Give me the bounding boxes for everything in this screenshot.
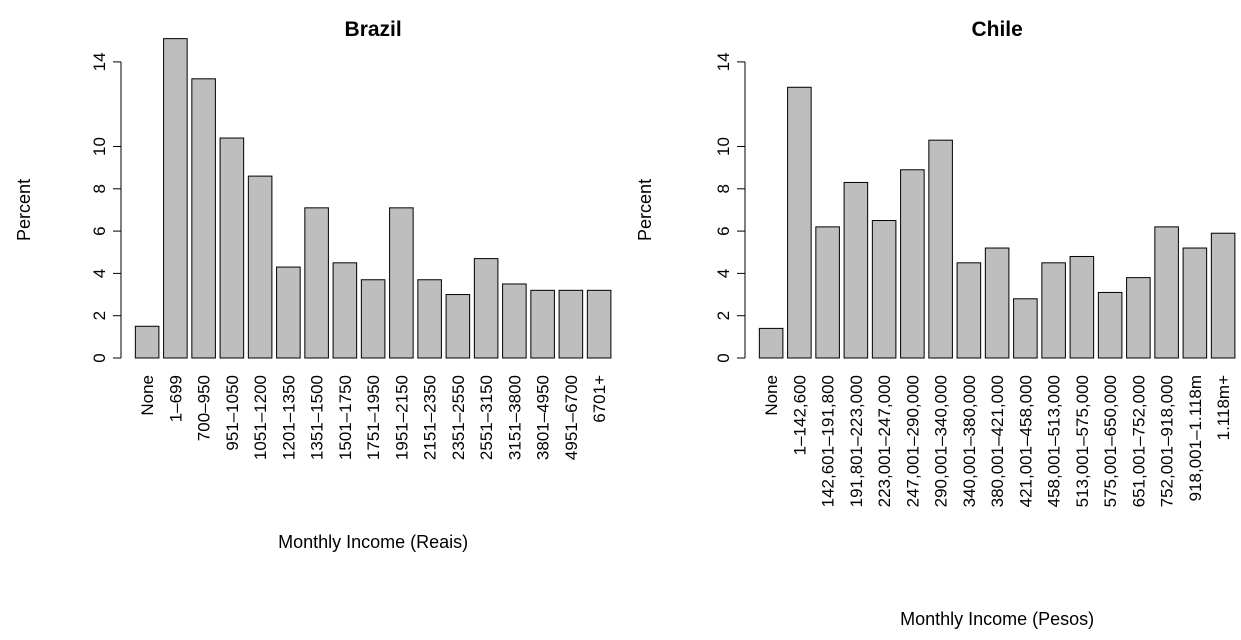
bar bbox=[247, 175, 273, 359]
category-label: 458,001–513,000 bbox=[1045, 375, 1064, 507]
category-label: 1.118m+ bbox=[1214, 375, 1233, 440]
chart-panel-chile: Chile 0 2 4 6 8 10 14 Percent None 1–142,600 142,60… bbox=[635, 18, 1236, 629]
y-tick-label: 4 bbox=[90, 269, 109, 278]
category-label: 6701+ bbox=[590, 375, 609, 423]
bar bbox=[900, 169, 925, 359]
x-axis-label: Monthly Income (Pesos) bbox=[900, 609, 1094, 629]
bar bbox=[191, 78, 216, 359]
y-tick-label: 14 bbox=[714, 52, 733, 71]
bar bbox=[1069, 255, 1095, 359]
category-label: 2551–3150 bbox=[477, 375, 496, 460]
bar bbox=[871, 220, 897, 359]
category-label: 1501–1750 bbox=[336, 375, 355, 460]
y-tick-label: 8 bbox=[90, 184, 109, 193]
category-label: 142,601–191,800 bbox=[819, 375, 838, 507]
bar bbox=[163, 38, 188, 359]
bar bbox=[1126, 277, 1151, 359]
chart-title: Brazil bbox=[345, 18, 402, 41]
category-label: 700–950 bbox=[195, 375, 214, 441]
x-axis-label: Monthly Income (Reais) bbox=[278, 532, 468, 552]
category-label: 1–699 bbox=[166, 375, 185, 422]
category-label: 918,001–1.118m bbox=[1186, 375, 1205, 501]
category-label: 575,001–650,000 bbox=[1101, 375, 1120, 507]
bar bbox=[360, 279, 386, 359]
bar bbox=[1097, 291, 1123, 359]
category-label: None bbox=[138, 375, 157, 416]
y-tick-label: 0 bbox=[714, 353, 733, 362]
y-tick-label: 2 bbox=[714, 311, 733, 320]
category-label: 3151–3800 bbox=[505, 375, 524, 460]
bar bbox=[815, 226, 840, 359]
y-tick-label: 6 bbox=[90, 226, 109, 235]
y-tick-label: 6 bbox=[714, 226, 733, 235]
bar bbox=[558, 289, 584, 359]
bar bbox=[219, 137, 245, 359]
y-tick-label: 0 bbox=[90, 353, 109, 362]
y-axis-label: Percent bbox=[635, 179, 655, 241]
bar bbox=[1182, 247, 1208, 359]
y-tick-label: 2 bbox=[90, 311, 109, 320]
bar bbox=[389, 207, 414, 359]
y-tick-label: 8 bbox=[714, 184, 733, 193]
bar bbox=[1041, 262, 1066, 359]
bar bbox=[530, 289, 555, 359]
bar bbox=[1210, 232, 1236, 359]
category-label: 3801–4950 bbox=[534, 375, 553, 460]
chart-panel-brazil: Brazil 0 2 4 6 8 10 14 Percent None 1–699 700–950 95… bbox=[14, 18, 612, 552]
y-tick-label: 4 bbox=[714, 269, 733, 278]
category-label: 2351–2550 bbox=[449, 375, 468, 460]
category-label: 4951–6700 bbox=[562, 375, 581, 460]
category-label: 1201–1350 bbox=[279, 375, 298, 460]
bar bbox=[276, 266, 301, 359]
bar bbox=[984, 247, 1010, 359]
category-label: 1–142,600 bbox=[790, 375, 809, 455]
bar bbox=[956, 262, 982, 359]
bar bbox=[473, 258, 499, 359]
category-label: None bbox=[762, 375, 781, 416]
bar bbox=[1013, 298, 1038, 359]
category-label: 421,001–458,000 bbox=[1016, 375, 1035, 507]
bar bbox=[304, 207, 329, 359]
category-label: 380,001–421,000 bbox=[988, 375, 1007, 507]
category-label: 191,801–223,000 bbox=[847, 375, 866, 507]
category-label: 247,001–290,000 bbox=[903, 375, 922, 507]
bar bbox=[134, 325, 160, 359]
category-label: 752,001–918,000 bbox=[1158, 375, 1177, 507]
bar bbox=[586, 289, 612, 359]
y-tick-label: 10 bbox=[90, 137, 109, 156]
bar bbox=[928, 139, 953, 359]
category-label: 2151–2350 bbox=[421, 375, 440, 460]
category-label: 1051–1200 bbox=[251, 375, 270, 460]
bar bbox=[445, 294, 471, 359]
bar bbox=[787, 86, 812, 359]
y-tick-label: 10 bbox=[714, 137, 733, 156]
bar bbox=[502, 283, 527, 359]
bar bbox=[758, 327, 784, 359]
bar bbox=[332, 262, 358, 359]
category-label: 290,001–340,000 bbox=[932, 375, 951, 507]
y-axis-label: Percent bbox=[14, 179, 34, 241]
category-label: 340,001–380,000 bbox=[960, 375, 979, 507]
bar bbox=[417, 279, 442, 359]
category-label: 223,001–247,000 bbox=[875, 375, 894, 507]
y-tick-label: 14 bbox=[90, 52, 109, 71]
category-label: 1751–1950 bbox=[364, 375, 383, 460]
chart-title: Chile bbox=[971, 18, 1022, 41]
bar bbox=[843, 181, 869, 359]
category-label: 1951–2150 bbox=[392, 375, 411, 460]
category-label: 651,001–752,000 bbox=[1129, 375, 1148, 507]
category-label: 1351–1500 bbox=[308, 375, 327, 460]
bar bbox=[1154, 226, 1179, 359]
category-label: 951–1050 bbox=[223, 375, 242, 451]
category-label: 513,001–575,000 bbox=[1073, 375, 1092, 507]
